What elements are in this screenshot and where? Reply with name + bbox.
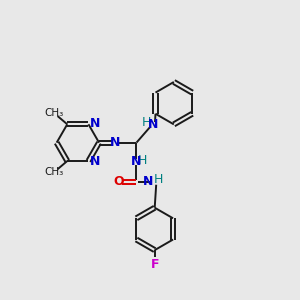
Text: N: N [90, 155, 100, 168]
Text: N: N [131, 155, 142, 168]
Text: F: F [151, 258, 159, 272]
Text: H: H [138, 154, 148, 167]
Text: N: N [90, 117, 100, 130]
Text: N: N [148, 118, 158, 131]
Text: H: H [142, 116, 151, 128]
Text: N: N [110, 136, 120, 149]
Text: CH₃: CH₃ [44, 167, 64, 177]
Text: O: O [113, 175, 124, 188]
Text: H: H [154, 173, 163, 186]
Text: N: N [143, 175, 153, 188]
Text: CH₃: CH₃ [44, 108, 64, 118]
